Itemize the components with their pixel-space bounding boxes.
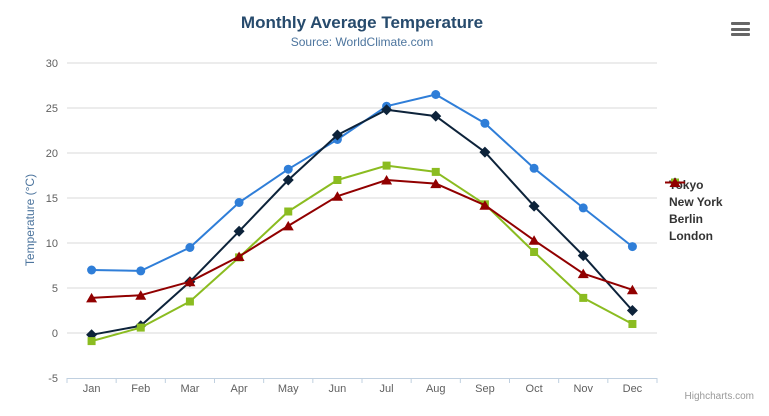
data-point-new-york-apr[interactable] — [233, 225, 245, 237]
series-line-tokyo[interactable] — [90, 93, 634, 272]
data-point-tokyo-sep[interactable] — [480, 118, 490, 128]
series-line-london[interactable] — [90, 179, 634, 299]
data-point-new-york-jul[interactable] — [381, 104, 393, 116]
y-axis-label: 15 — [46, 193, 58, 205]
context-menu-button[interactable] — [731, 22, 750, 39]
data-point-berlin-jan[interactable] — [87, 337, 96, 346]
data-point-new-york-jun[interactable] — [331, 129, 343, 141]
x-axis-label: Feb — [131, 383, 150, 395]
y-axis-label: 20 — [46, 148, 58, 160]
data-point-berlin-may[interactable] — [284, 207, 293, 216]
triangle-marker-icon — [669, 177, 681, 187]
x-axis-label: Jun — [329, 383, 347, 395]
data-point-london-dec[interactable] — [626, 284, 638, 295]
legend-item-london[interactable]: London — [664, 177, 723, 244]
data-point-tokyo-aug[interactable] — [431, 90, 441, 99]
data-point-new-york-oct[interactable] — [528, 200, 540, 212]
data-point-london-jun[interactable] — [331, 191, 343, 201]
data-point-london-feb[interactable] — [135, 290, 147, 300]
y-axis-title: Temperature (°C) — [23, 173, 37, 267]
data-point-berlin-mar[interactable] — [185, 297, 194, 306]
data-point-london-apr[interactable] — [233, 251, 245, 262]
data-point-new-york-may[interactable] — [282, 174, 294, 186]
x-axis-label: Sep — [475, 383, 495, 395]
y-axis-label: 30 — [46, 58, 58, 70]
x-axis-label: Jul — [380, 383, 394, 395]
x-axis-label: Oct — [526, 383, 543, 395]
data-point-tokyo-oct[interactable] — [529, 163, 539, 173]
data-point-new-york-aug[interactable] — [430, 110, 442, 122]
y-axis-label: 25 — [46, 103, 58, 115]
series-line-berlin[interactable] — [90, 164, 634, 343]
x-axis-label: Apr — [231, 383, 248, 395]
y-axis-label: 10 — [46, 238, 58, 250]
legend-item-berlin[interactable]: Berlin — [664, 178, 723, 227]
legend-label: London — [669, 228, 713, 243]
legend-label: New York — [669, 194, 723, 209]
data-point-london-sep[interactable] — [479, 200, 491, 210]
data-point-berlin-jul[interactable] — [382, 161, 391, 170]
data-point-berlin-jun[interactable] — [333, 176, 342, 184]
credits-link[interactable]: Highcharts.com — [684, 391, 754, 402]
data-point-berlin-dec[interactable] — [628, 320, 637, 328]
legend-marker-icon — [665, 177, 685, 187]
y-axis-label: -5 — [48, 373, 58, 385]
data-point-london-aug[interactable] — [430, 178, 442, 189]
data-point-berlin-feb[interactable] — [136, 323, 145, 332]
data-point-london-jan[interactable] — [86, 292, 98, 303]
data-point-new-york-dec[interactable] — [626, 305, 638, 316]
y-axis-label: 0 — [52, 328, 58, 340]
data-point-new-york-sep[interactable] — [479, 146, 491, 158]
menu-bar-icon — [731, 27, 750, 31]
x-axis-label: Aug — [426, 383, 446, 395]
data-point-tokyo-may[interactable] — [283, 164, 293, 174]
legend: Tokyo New York Berlin London — [664, 176, 723, 244]
x-axis-label: May — [278, 383, 299, 395]
menu-bar-icon — [731, 33, 750, 36]
data-point-london-may[interactable] — [282, 220, 294, 231]
chart-subtitle: Source: WorldClimate.com — [290, 35, 434, 49]
legend-label: Berlin — [669, 211, 704, 226]
data-point-tokyo-feb[interactable] — [136, 266, 146, 276]
chart-title: Monthly Average Temperature — [240, 13, 484, 32]
data-point-berlin-aug[interactable] — [431, 167, 440, 176]
x-axis-label: Mar — [180, 383, 199, 395]
y-axis-label: 5 — [52, 283, 58, 295]
chart-header: Monthly Average Temperature Source: Worl… — [67, 12, 657, 50]
data-point-new-york-nov[interactable] — [577, 250, 589, 262]
data-point-london-jul[interactable] — [381, 175, 393, 185]
data-point-berlin-oct[interactable] — [530, 248, 539, 256]
x-axis-label: Jan — [83, 383, 101, 395]
data-point-london-mar[interactable] — [184, 276, 196, 287]
data-point-tokyo-dec[interactable] — [627, 242, 637, 252]
x-axis-label: Dec — [623, 383, 643, 395]
data-point-tokyo-mar[interactable] — [185, 243, 195, 252]
series-line-new-york[interactable] — [90, 108, 634, 336]
x-axis-label: Nov — [573, 383, 593, 395]
legend-item-new-york[interactable]: New York — [664, 177, 723, 210]
data-point-tokyo-jan[interactable] — [87, 265, 97, 275]
data-point-london-nov[interactable] — [577, 268, 589, 279]
data-point-london-oct[interactable] — [528, 235, 540, 245]
data-point-berlin-nov[interactable] — [579, 293, 588, 302]
data-point-tokyo-nov[interactable] — [578, 203, 588, 213]
menu-bar-icon — [731, 22, 750, 25]
data-point-tokyo-apr[interactable] — [234, 198, 244, 207]
